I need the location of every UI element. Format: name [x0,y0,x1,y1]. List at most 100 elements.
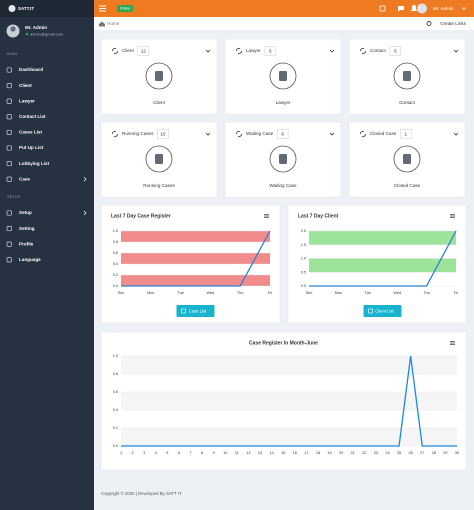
menu-icon[interactable] [264,215,269,217]
chevron[interactable] [453,49,459,53]
refresh-icon [111,47,119,55]
grid-band [121,275,270,286]
x-tick-label: 13 [258,451,262,455]
charts: Last 7 Day Case Register 0.0 0.2 0.4 0.6 0.8 1… [100,204,467,471]
x-tick-label: 4 [155,451,157,455]
top-user-name[interactable]: Mr. Admin [433,6,454,11]
menu-item[interactable]: Setting [19,226,35,231]
x-tick-label: 12 [246,451,250,455]
menu-item[interactable]: Put Up List [19,145,44,150]
menu-icon [6,161,12,167]
x-tick-label: 9 [213,451,215,455]
menu-item[interactable]: Contact List [19,114,46,119]
menu-item[interactable]: Profile [19,241,34,246]
menu-icon [6,210,12,216]
card-label: Waiting Case [269,183,297,188]
card-title: Closed Case [370,131,397,136]
card-title: Contact [370,48,387,53]
menu-icon[interactable] [450,215,455,217]
y-tick-label: 1.5 [301,243,306,247]
card-title: Client [122,48,134,53]
x-tick-label: Sun [306,291,313,295]
chevron[interactable] [329,132,335,136]
x-tick-label: 28 [432,451,436,455]
button-label[interactable]: Client List [375,308,394,313]
breadcrumb[interactable]: Home [107,21,120,26]
card-icon [279,71,287,81]
x-tick-label: 29 [443,451,447,455]
caret[interactable] [461,7,467,10]
menu-item[interactable]: Language [19,257,41,262]
chevron[interactable] [205,132,211,136]
x-tick-label: 30 [455,451,459,455]
card-count: 6 [269,48,272,53]
menu-icon [6,176,12,182]
x-tick-label: Wed [393,291,401,295]
submenu-arrow [83,210,87,216]
create-links[interactable]: Create Links [440,21,466,26]
menu-icon[interactable] [264,214,269,215]
grid-band [309,258,456,273]
menu-item[interactable]: Dashboard [19,67,43,72]
brand-logo [8,5,16,12]
card-label: Closed Case [394,183,421,188]
x-tick-label: Thu [423,291,430,295]
button-label[interactable]: Case List [189,308,207,313]
button[interactable] [176,305,215,317]
chevron[interactable] [205,49,211,53]
chevron[interactable] [329,49,335,53]
card-icon [279,154,287,164]
y-tick-label: 0.6 [113,251,118,255]
x-tick-label: 1 [120,451,122,455]
menu-item[interactable]: Lawyer [19,98,35,103]
menu-icon[interactable] [450,344,455,345]
hamburger[interactable] [99,5,106,12]
chevron[interactable] [453,132,459,136]
footer: Copyright © 2020 | Developed By SATT IT [101,491,182,496]
x-tick-label: Mon [335,291,342,295]
chart-title: Last 7 Day Client [298,213,339,219]
cards: Client 12 Client Lawyer 6 Lawyer Contact 5 Conta… [100,38,466,198]
card-icon [403,154,411,164]
icon-apps[interactable] [379,5,386,12]
grid-band [121,231,270,242]
menu-icon[interactable] [450,214,455,215]
icon-messages[interactable] [398,6,404,12]
icon-bell[interactable] [411,5,417,11]
grid-band [121,428,457,446]
button-icon[interactable] [181,308,186,314]
x-tick-label: 27 [420,451,424,455]
refresh-icon [359,47,367,55]
x-tick-label: 7 [189,451,191,455]
button-icon[interactable] [368,308,373,314]
y-tick-label: 0.2 [113,426,118,430]
x-tick-label: Tue [365,291,371,295]
menu-item[interactable]: Setup [19,210,32,215]
user-name: Mr. Admin [25,25,47,30]
refresh-icon [235,47,243,55]
chart-title: Last 7 Day Case Register [111,213,171,219]
y-tick-label: 0.8 [113,372,118,376]
top-avatar[interactable] [417,3,427,14]
count-box [137,46,149,56]
card-label: Client [153,100,165,105]
menu-item[interactable]: Cases List [19,130,42,135]
menu-icon[interactable] [264,217,269,218]
menu-icon[interactable] [450,217,455,218]
menu-item[interactable]: Client [19,83,32,88]
menu-icon[interactable] [450,342,455,344]
chart-panel: Case Register In Month-June 0.0 0.2 0.4 0.6 0… [100,331,467,471]
button[interactable] [363,305,402,317]
count-box [276,129,289,139]
menu-icon[interactable] [450,341,455,342]
count-box [157,129,169,139]
card-count: 12 [141,48,147,53]
card-label: Lawyer [276,100,291,105]
card-icon [403,71,411,81]
home-icon [99,21,105,27]
grid-band [309,231,456,245]
topbar [94,0,474,17]
x-tick-label: 23 [374,451,378,455]
menu-item[interactable]: Case [19,176,30,181]
menu-item[interactable]: Lobbying List [19,161,50,166]
